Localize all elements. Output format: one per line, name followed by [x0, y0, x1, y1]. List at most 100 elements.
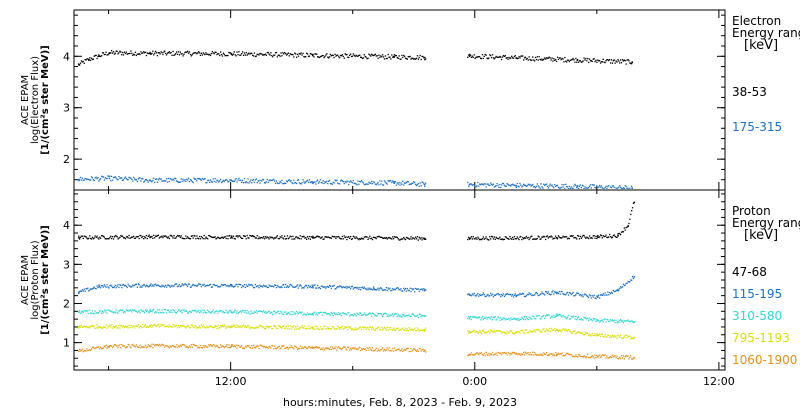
data-point [619, 184, 621, 187]
data-point [600, 234, 603, 237]
data-point [597, 334, 599, 336]
data-point [352, 235, 354, 237]
data-point [188, 283, 191, 285]
data-point [621, 188, 624, 189]
data-point [561, 184, 563, 186]
data-point [246, 325, 248, 327]
data-point [196, 285, 198, 287]
data-point [557, 314, 560, 316]
data-point [422, 237, 424, 239]
data-point [535, 238, 538, 240]
data-point [618, 335, 620, 337]
data-point [493, 58, 495, 60]
data-point [471, 55, 473, 57]
data-point [314, 53, 316, 55]
data-point [515, 184, 518, 187]
data-point [576, 318, 578, 321]
data-point [550, 293, 552, 295]
data-point [553, 353, 555, 355]
data-point [375, 184, 377, 186]
data-point [423, 328, 426, 331]
data-point [581, 184, 583, 186]
data-point [419, 329, 421, 331]
data-point [478, 56, 480, 58]
data-point [230, 309, 232, 312]
data-point [95, 54, 97, 56]
data-point [518, 238, 520, 241]
data-point [516, 331, 518, 333]
data-point [285, 325, 288, 328]
data-point [335, 287, 337, 290]
data-point [93, 286, 95, 288]
data-point [407, 315, 409, 317]
data-point [573, 315, 575, 317]
data-point [574, 294, 576, 297]
data-point [417, 58, 419, 60]
data-point [339, 326, 342, 329]
data-point [620, 62, 623, 64]
data-point [138, 346, 140, 348]
data-point [266, 51, 268, 54]
data-point [525, 316, 527, 318]
data-point [187, 324, 189, 327]
data-point [564, 56, 566, 59]
data-point [628, 281, 630, 283]
data-point [498, 352, 500, 354]
data-point [375, 289, 377, 291]
data-point [544, 353, 546, 355]
data-point [506, 318, 508, 320]
data-point [147, 235, 149, 237]
data-point [349, 326, 351, 328]
data-point [545, 314, 548, 316]
data-point [132, 309, 134, 311]
data-point [260, 285, 262, 288]
data-point [593, 319, 595, 321]
data-point [193, 344, 195, 346]
data-point [131, 344, 133, 346]
data-point [480, 317, 483, 319]
data-point [292, 347, 294, 349]
data-point [223, 284, 225, 286]
data-point [144, 179, 147, 181]
data-point [345, 327, 347, 329]
data-point [90, 179, 92, 181]
data-point [365, 236, 367, 238]
data-point [393, 313, 396, 316]
data-point [511, 184, 513, 186]
data-point [340, 55, 343, 57]
data-point [529, 237, 531, 239]
data-point [158, 343, 160, 346]
data-point [338, 236, 340, 238]
data-point [252, 235, 255, 238]
data-point [122, 179, 124, 181]
data-point [630, 320, 632, 322]
data-point [485, 316, 487, 318]
data-point [317, 287, 320, 289]
data-point [578, 331, 581, 333]
data-point [377, 287, 379, 289]
data-point [93, 237, 95, 239]
data-point [337, 285, 339, 288]
data-point [226, 179, 228, 181]
data-point [247, 324, 249, 327]
data-point [605, 185, 607, 187]
data-point [209, 345, 211, 347]
data-point [147, 286, 149, 288]
data-point [234, 309, 236, 311]
data-point [357, 55, 359, 57]
data-point [90, 325, 92, 328]
data-point [596, 354, 598, 357]
data-point [256, 327, 258, 329]
data-point [620, 334, 622, 336]
data-point [469, 183, 472, 185]
data-point [293, 179, 295, 182]
data-point [241, 181, 243, 183]
data-point [348, 236, 350, 238]
data-point [199, 283, 202, 286]
data-point [197, 326, 199, 329]
data-point [154, 181, 156, 184]
data-point [232, 235, 235, 237]
data-point [317, 346, 319, 349]
data-point [171, 311, 173, 313]
data-point [155, 324, 157, 327]
